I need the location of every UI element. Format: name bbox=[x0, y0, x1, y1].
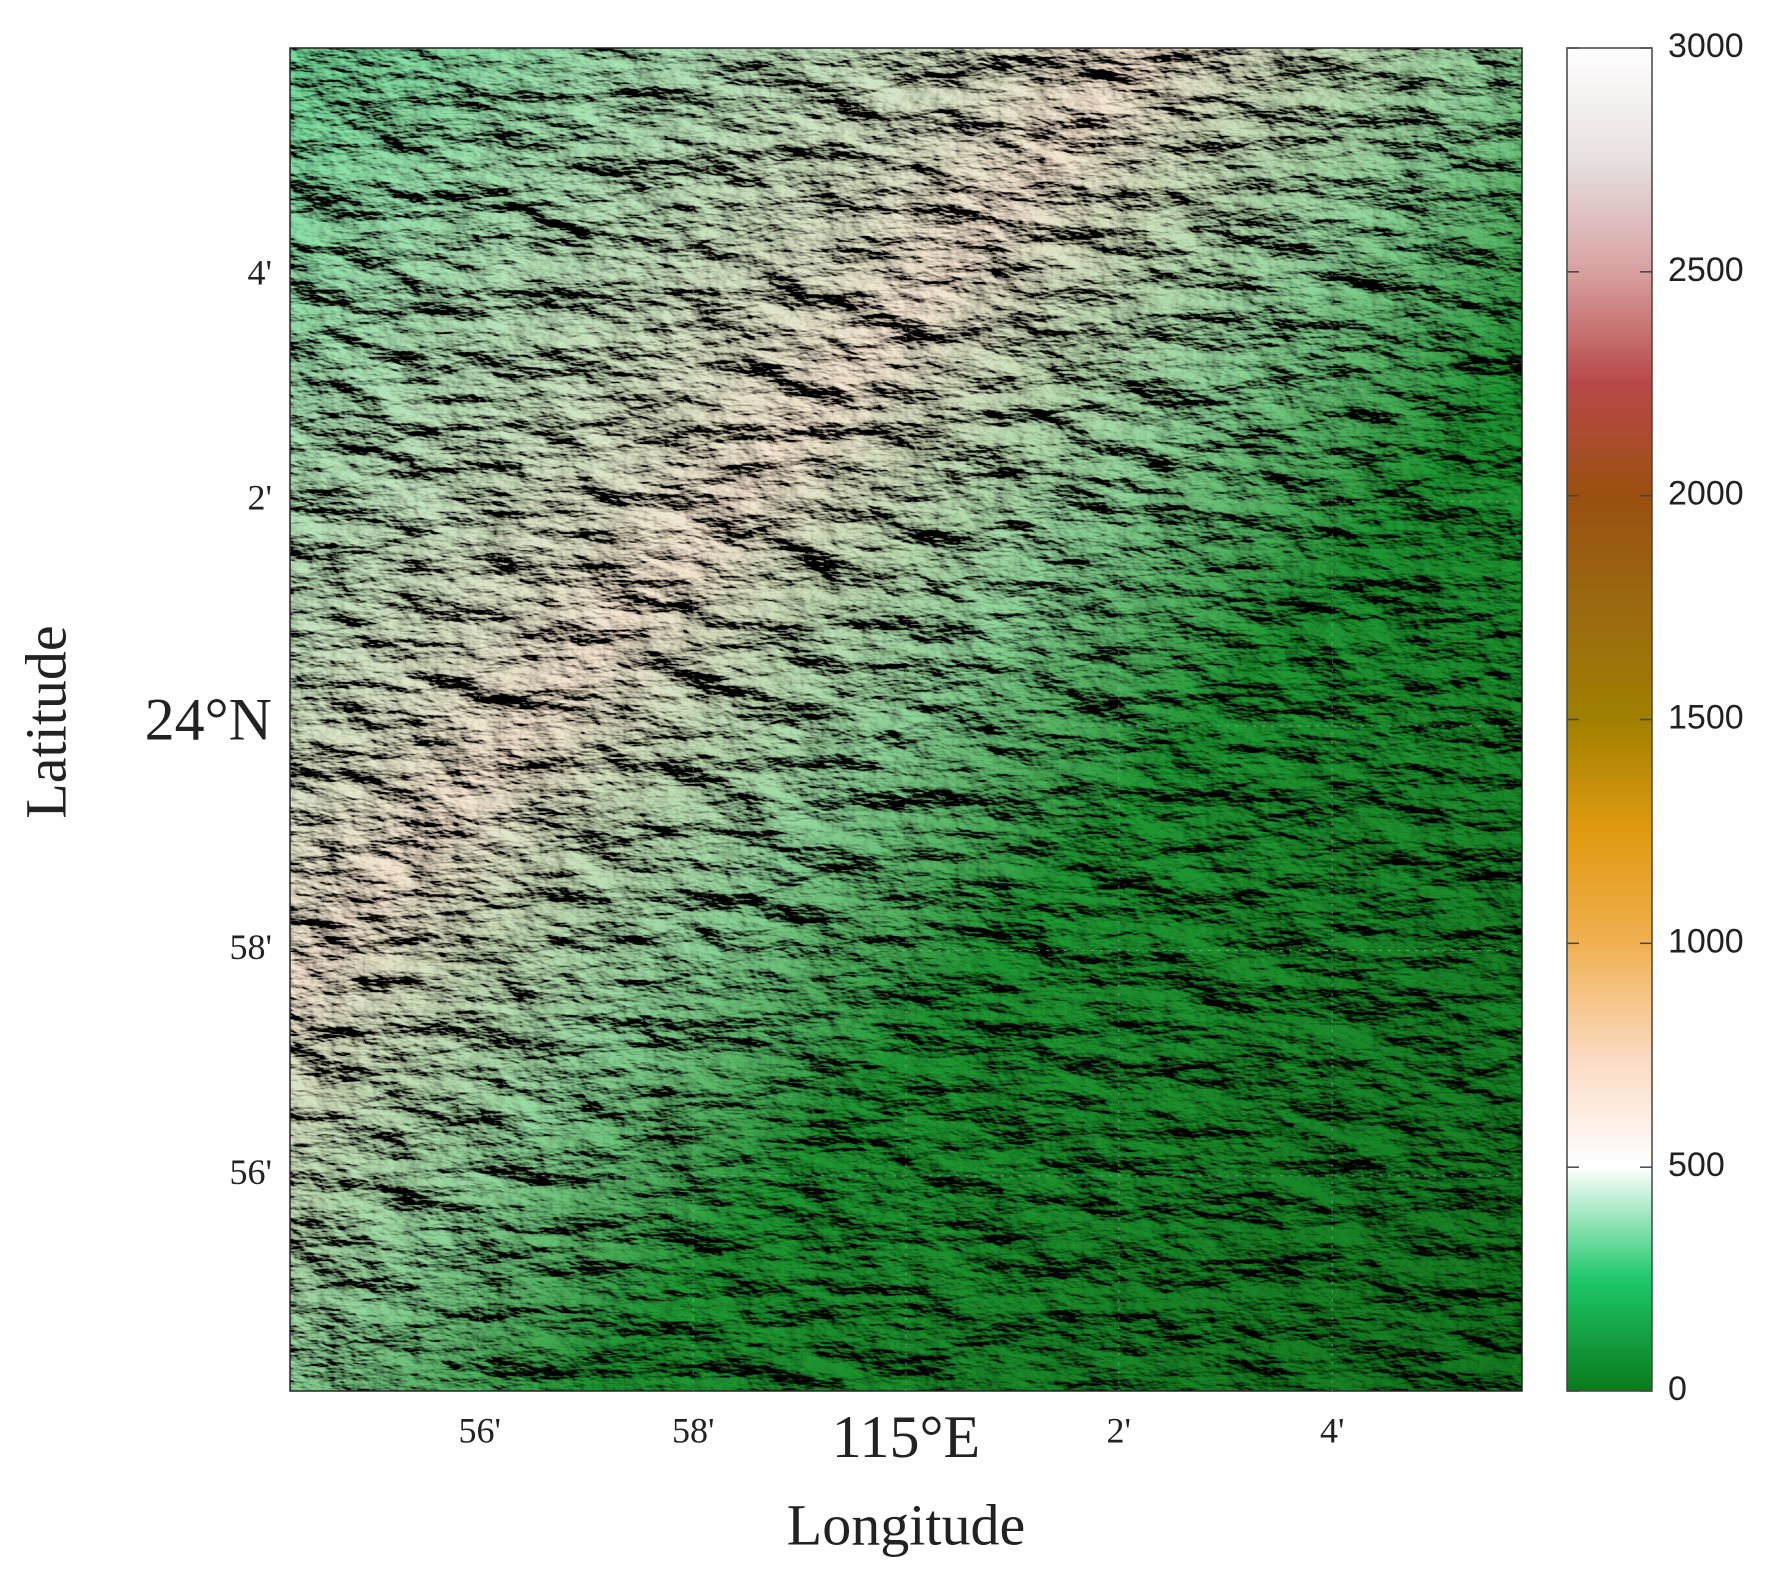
x-tick-label: 2' bbox=[1107, 1410, 1132, 1450]
colorbar-tick-label: 1500 bbox=[1668, 698, 1744, 736]
y-axis-label: Latitude bbox=[13, 625, 78, 818]
colorbar-tick-label: 1000 bbox=[1668, 922, 1744, 960]
colorbar-tick-label: 0 bbox=[1668, 1370, 1687, 1408]
colorbar-tick-label: 2000 bbox=[1668, 475, 1744, 513]
colorbar-tick-label: 3000 bbox=[1668, 27, 1744, 65]
y-tick-label: 58' bbox=[230, 927, 273, 967]
x-tick-label: 115°E bbox=[832, 1404, 980, 1470]
x-tick-label: 4' bbox=[1320, 1410, 1345, 1450]
terrain-image bbox=[290, 48, 1522, 1391]
x-tick-label: 58' bbox=[672, 1410, 715, 1450]
colorbar-tick-label: 500 bbox=[1668, 1146, 1725, 1184]
x-axis-label: Longitude bbox=[787, 1492, 1025, 1557]
y-tick-label: 56' bbox=[230, 1152, 273, 1192]
y-tick-label: 2' bbox=[248, 478, 273, 518]
y-tick-label: 4' bbox=[248, 252, 273, 292]
y-tick-label: 24°N bbox=[145, 687, 272, 753]
x-tick-label: 56' bbox=[459, 1410, 502, 1450]
terrain bbox=[289, 47, 1523, 1392]
colorbar-tick-label: 2500 bbox=[1668, 251, 1744, 289]
colorbar bbox=[1566, 47, 1653, 1392]
